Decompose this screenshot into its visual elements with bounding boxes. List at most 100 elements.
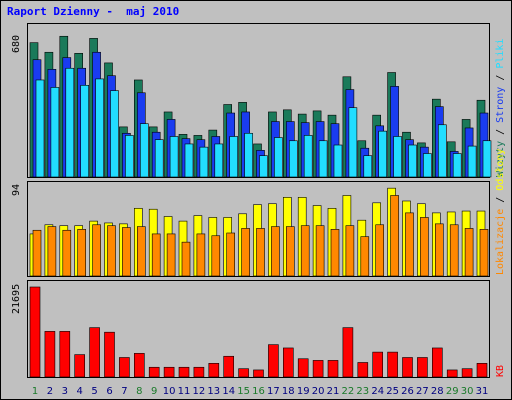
- bar-pliki-15: [244, 132, 253, 178]
- chart-title: Raport Dzienny - maj 2010: [7, 5, 180, 18]
- bar-pliki-2: [50, 87, 60, 178]
- bar-pliki-17: [274, 137, 283, 178]
- bar-kb-7: [119, 357, 130, 378]
- top-bars-svg: [29, 35, 492, 178]
- bar-pliki-23: [363, 155, 373, 178]
- bar-kb-17: [268, 344, 279, 378]
- bar-pliki-20: [318, 140, 328, 178]
- legend-kb: KB: [495, 364, 506, 377]
- bar-kb-29: [446, 369, 458, 378]
- bar-kb-30: [461, 368, 473, 378]
- x-tick-29: 29: [446, 386, 459, 397]
- bar-lokalizacje-8: [137, 226, 146, 277]
- bar-lokalizacje-24: [375, 224, 385, 277]
- bar-kb-6: [104, 331, 115, 378]
- bar-lokalizacje-12: [196, 233, 206, 277]
- bar-lokalizacje-11: [181, 241, 191, 277]
- bar-pliki-29: [452, 153, 462, 178]
- x-tick-11: 11: [178, 386, 191, 397]
- bar-kb-13: [208, 363, 220, 378]
- bar-lokalizacje-10: [166, 233, 176, 277]
- bar-pliki-31: [482, 140, 492, 178]
- bar-pliki-8: [140, 123, 149, 178]
- x-tick-5: 5: [91, 386, 97, 397]
- panel-lokalizacje-odslony: [27, 181, 490, 277]
- bar-lokalizacje-5: [92, 224, 101, 277]
- bar-lokalizacje-7: [122, 227, 131, 277]
- bar-lokalizacje-26: [405, 212, 414, 277]
- bar-kb-23: [357, 362, 369, 378]
- x-tick-25: 25: [386, 386, 399, 397]
- panel-wizyty-strony-pliki: [27, 23, 492, 178]
- bar-kb-22: [342, 327, 354, 378]
- x-tick-23: 23: [356, 386, 369, 397]
- x-tick-31: 31: [476, 386, 489, 397]
- legend-pliki: Pliki: [495, 38, 506, 69]
- x-tick-13: 13: [207, 386, 220, 397]
- x-tick-12: 12: [193, 386, 206, 397]
- bar-kb-28: [431, 347, 443, 378]
- bar-pliki-14: [229, 136, 238, 178]
- bar-pliki-27: [423, 153, 432, 178]
- bar-pliki-30: [467, 145, 477, 178]
- bar-pliki-13: [214, 143, 224, 178]
- x-tick-14: 14: [222, 386, 235, 397]
- bar-lokalizacje-2: [47, 226, 57, 277]
- bar-lokalizacje-29: [449, 224, 459, 277]
- bar-lokalizacje-28: [434, 223, 444, 277]
- bar-pliki-26: [408, 144, 417, 178]
- bar-pliki-16: [259, 155, 268, 178]
- bar-kb-5: [89, 327, 100, 378]
- bar-lokalizacje-16: [256, 228, 265, 277]
- bar-lokalizacje-1: [32, 229, 42, 277]
- x-tick-26: 26: [401, 386, 414, 397]
- bar-lokalizacje-9: [151, 233, 161, 277]
- bar-pliki-6: [110, 90, 119, 178]
- bar-lokalizacje-23: [360, 236, 370, 277]
- x-tick-30: 30: [461, 386, 474, 397]
- middle-bars-svg: [29, 187, 489, 277]
- x-tick-3: 3: [62, 386, 68, 397]
- bar-pliki-9: [154, 139, 164, 178]
- bar-kb-16: [253, 369, 264, 378]
- x-tick-20: 20: [312, 386, 325, 397]
- x-tick-22: 22: [342, 386, 355, 397]
- x-tick-28: 28: [431, 386, 444, 397]
- bar-kb-4: [74, 354, 86, 378]
- bar-lokalizacje-31: [479, 229, 489, 277]
- bar-kb-12: [193, 366, 205, 378]
- top-ymax-label: 680: [11, 34, 22, 53]
- x-tick-7: 7: [121, 386, 127, 397]
- bar-pliki-19: [303, 135, 313, 178]
- legend-separator: /: [495, 190, 506, 209]
- legend-odslony: Odsłony: [495, 148, 506, 191]
- bar-lokalizacje-17: [271, 226, 280, 277]
- legend-separator: /: [495, 122, 506, 141]
- bar-kb-15: [238, 368, 249, 378]
- x-tick-10: 10: [163, 386, 176, 397]
- x-tick-19: 19: [297, 386, 310, 397]
- bar-lokalizacje-18: [285, 226, 295, 277]
- x-tick-17: 17: [267, 386, 280, 397]
- bar-kb-27: [417, 357, 428, 378]
- x-tick-9: 9: [151, 386, 157, 397]
- bar-lokalizacje-4: [77, 229, 87, 277]
- bar-lokalizacje-3: [62, 229, 72, 277]
- bottom-bars-svg: [29, 286, 488, 378]
- legend-lokalizacje: Lokalizacje: [495, 208, 506, 275]
- middle-ymax-label: 94: [11, 183, 22, 196]
- bar-pliki-18: [288, 140, 298, 178]
- x-tick-6: 6: [106, 386, 112, 397]
- x-tick-15: 15: [237, 386, 250, 397]
- bar-lokalizacje-15: [241, 228, 250, 277]
- bar-pliki-22: [348, 107, 358, 178]
- bar-kb-18: [283, 347, 294, 378]
- x-tick-24: 24: [371, 386, 384, 397]
- bar-kb-24: [372, 351, 384, 378]
- x-tick-1: 1: [32, 386, 38, 397]
- x-axis: 1 2 3 4 5 6 7 8 9 10 11 12 13 14 15 16 17 18 19 20 21 22 23 24 2…: [32, 386, 489, 397]
- x-tick-8: 8: [136, 386, 142, 397]
- bar-pliki-10: [169, 136, 179, 178]
- bar-pliki-4: [80, 85, 90, 178]
- bar-lokalizacje-20: [315, 225, 325, 277]
